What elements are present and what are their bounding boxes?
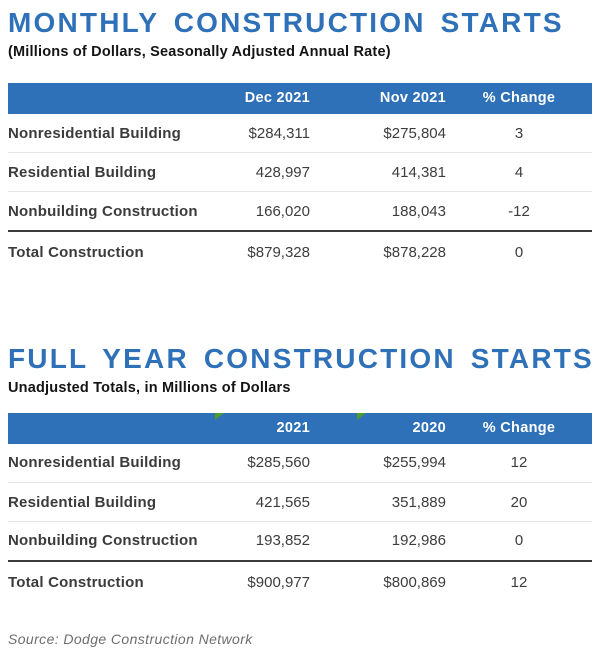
value-change: 12	[510, 574, 528, 592]
full-year-starts-table: 2021 2020 % Change Nonresidential Buildi…	[8, 412, 592, 604]
table-row-nonresidential: Nonresidential Building $285,560 $255,99…	[8, 444, 592, 483]
value-current: $900,977	[247, 574, 310, 592]
value-previous: $800,869	[383, 574, 446, 592]
column-header-blank	[8, 412, 226, 444]
table-row-residential: Residential Building 428,997 414,381 4	[8, 153, 592, 192]
row-label: Nonbuilding Construction	[8, 532, 198, 550]
full-year-section-title: FULL YEAR CONSTRUCTION STARTS	[8, 342, 594, 374]
column-header-dec-2021: Dec 2021	[226, 82, 310, 114]
row-label: Nonbuilding Construction	[8, 202, 198, 220]
infographic-page: MONTHLY CONSTRUCTION STARTS (Millions of…	[8, 7, 594, 647]
table-header-row: 2021 2020 % Change	[8, 412, 592, 444]
value-previous: $255,994	[383, 454, 446, 472]
value-change: 4	[514, 163, 524, 181]
comment-flag-icon	[357, 412, 366, 420]
monthly-section-subtitle: (Millions of Dollars, Seasonally Adjuste…	[8, 43, 391, 60]
value-previous: $878,228	[383, 244, 446, 262]
value-current: 421,565	[255, 493, 310, 511]
row-label: Total Construction	[8, 574, 144, 592]
value-current: $284,311	[248, 124, 310, 142]
source-note: Source: Dodge Construction Network	[8, 630, 253, 647]
value-current: 166,020	[255, 202, 310, 220]
row-label: Nonresidential Building	[8, 454, 181, 472]
value-change: 12	[510, 454, 528, 472]
column-header-2020: 2020	[310, 412, 446, 444]
column-header-blank	[8, 82, 226, 114]
value-change: 0	[514, 244, 524, 262]
row-label: Residential Building	[8, 493, 157, 511]
table-row-nonbuilding: Nonbuilding Construction 193,852 192,986…	[8, 522, 592, 561]
column-header-2021: 2021	[226, 412, 310, 444]
monthly-table: Dec 2021 Nov 2021 % Change Nonresidentia…	[8, 82, 592, 274]
full-year-section-subtitle: Unadjusted Totals, in Millions of Dollar…	[8, 379, 291, 396]
value-previous: 188,043	[391, 202, 446, 220]
value-change: 20	[510, 493, 528, 511]
value-current: $285,560	[247, 454, 310, 472]
table-row-nonbuilding: Nonbuilding Construction 166,020 188,043…	[8, 192, 592, 231]
column-header-pct-change: % Change	[446, 82, 592, 114]
value-current: 428,997	[255, 163, 310, 181]
value-change: -12	[508, 202, 530, 220]
table-row-nonresidential: Nonresidential Building $284,311 $275,80…	[8, 114, 592, 153]
value-change: 3	[514, 124, 524, 142]
full-year-starts-section: FULL YEAR CONSTRUCTION STARTS Unadjusted…	[8, 342, 594, 604]
monthly-section-title: MONTHLY CONSTRUCTION STARTS	[8, 7, 564, 38]
value-change: 0	[514, 532, 524, 550]
row-label: Total Construction	[8, 244, 144, 262]
column-header-pct-change: % Change	[446, 412, 592, 444]
total-row: Total Construction $900,977 $800,869 12	[8, 560, 592, 604]
total-row: Total Construction $879,328 $878,228 0	[8, 230, 592, 274]
value-previous: $275,804	[383, 124, 446, 142]
value-previous: 351,889	[391, 493, 446, 511]
row-label: Nonresidential Building	[8, 124, 181, 142]
value-current: 193,852	[255, 532, 310, 550]
monthly-starts-section: MONTHLY CONSTRUCTION STARTS (Millions of…	[8, 7, 592, 274]
value-current: $879,328	[247, 244, 310, 262]
table-row-residential: Residential Building 421,565 351,889 20	[8, 483, 592, 522]
table-header-row: Dec 2021 Nov 2021 % Change	[8, 82, 592, 114]
row-label: Residential Building	[8, 163, 157, 181]
column-header-nov-2021: Nov 2021	[310, 82, 446, 114]
monthly-starts-table: Dec 2021 Nov 2021 % Change Nonresidentia…	[8, 82, 592, 274]
value-previous: 414,381	[391, 163, 446, 181]
full-year-table: 2021 2020 % Change Nonresidential Buildi…	[8, 412, 592, 604]
value-previous: 192,986	[391, 532, 446, 550]
comment-flag-icon	[215, 412, 224, 420]
